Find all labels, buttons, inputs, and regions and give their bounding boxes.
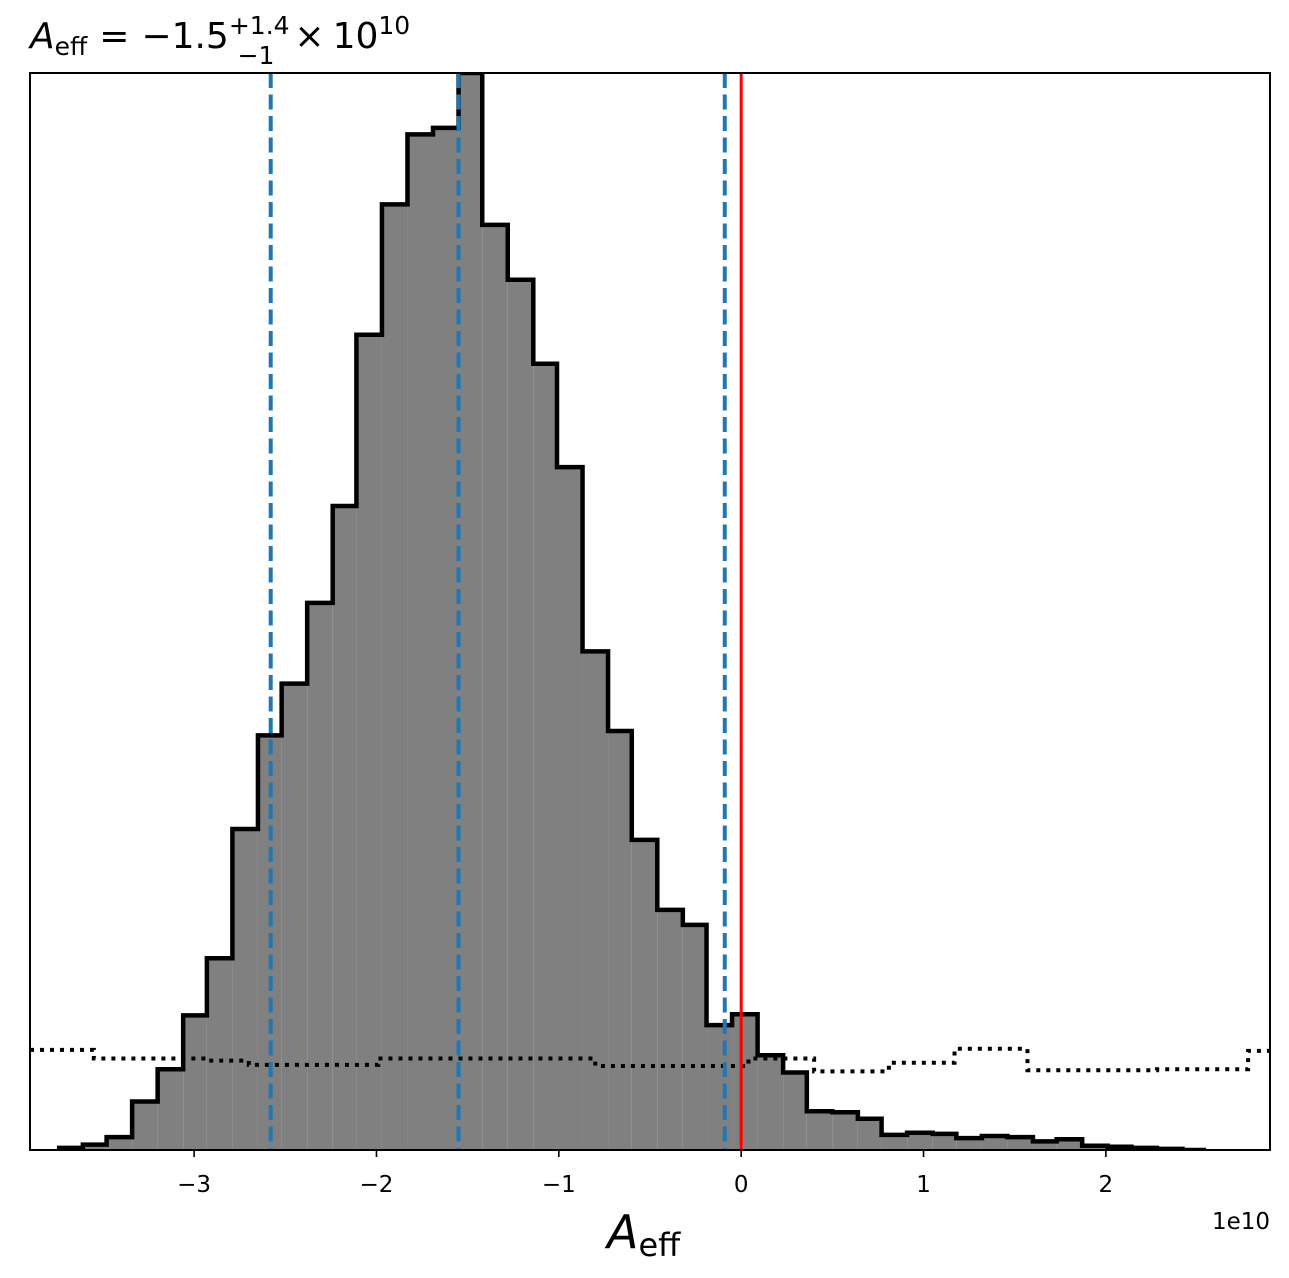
histogram-bar bbox=[1056, 1139, 1083, 1150]
histogram-bar bbox=[458, 73, 483, 1150]
histogram-bar bbox=[631, 839, 658, 1150]
histogram-bar bbox=[1007, 1137, 1033, 1150]
x-tick-label: −3 bbox=[177, 1172, 211, 1198]
title-equals: = bbox=[99, 16, 129, 57]
histogram-bar bbox=[832, 1112, 858, 1150]
histogram-bar bbox=[332, 505, 357, 1150]
histogram-bar bbox=[281, 683, 308, 1150]
histogram-bar bbox=[557, 467, 583, 1150]
histogram-bar bbox=[232, 829, 258, 1150]
histogram-bar bbox=[907, 1132, 933, 1150]
x-tick-label: −2 bbox=[360, 1172, 394, 1198]
histogram-bar bbox=[132, 1101, 158, 1150]
histogram-bar bbox=[783, 1072, 807, 1150]
histogram-bar bbox=[433, 127, 459, 1150]
histogram-bar bbox=[981, 1135, 1008, 1150]
title-symbol: A bbox=[28, 16, 55, 57]
histogram-bar bbox=[732, 1014, 758, 1150]
histogram-bar bbox=[881, 1134, 908, 1150]
histogram-bar bbox=[608, 731, 632, 1150]
histogram-bar bbox=[407, 134, 433, 1150]
plot-frame bbox=[29, 72, 1271, 1151]
histogram-bar bbox=[82, 1144, 107, 1150]
histogram-bar bbox=[482, 224, 508, 1150]
x-tick-label: 2 bbox=[1099, 1172, 1114, 1198]
x-tick-label: −1 bbox=[542, 1172, 576, 1198]
histogram-bar bbox=[157, 1069, 184, 1150]
xlabel-subscript: eff bbox=[638, 1226, 681, 1264]
histogram-bar bbox=[183, 1015, 207, 1150]
title-upper-error: +1.4 bbox=[229, 11, 290, 40]
x-offset-text: 1e10 bbox=[1212, 1209, 1270, 1235]
title-times: × bbox=[294, 16, 324, 57]
x-axis-label: Aeff bbox=[604, 1205, 681, 1264]
title-exponent: 10 bbox=[378, 11, 410, 40]
histogram-bar bbox=[307, 602, 333, 1150]
title-subscript: eff bbox=[55, 32, 88, 61]
histogram-bar bbox=[582, 651, 609, 1150]
histogram-bar bbox=[356, 334, 382, 1150]
histogram-bar bbox=[106, 1137, 133, 1150]
histogram-bar bbox=[657, 909, 683, 1150]
histogram-bar bbox=[381, 204, 408, 1150]
histogram-outline bbox=[56, 73, 1207, 1150]
x-tick-label: 0 bbox=[734, 1172, 749, 1198]
histogram-bar bbox=[806, 1111, 833, 1150]
histogram-bar bbox=[757, 1055, 784, 1150]
histogram-bar bbox=[932, 1133, 957, 1150]
xlabel-symbol: A bbox=[604, 1205, 638, 1259]
title-median: −1.5 bbox=[141, 16, 228, 57]
histogram-bar bbox=[956, 1138, 982, 1150]
histogram-bar bbox=[706, 1025, 733, 1150]
histogram-bar bbox=[682, 924, 707, 1150]
histogram-bar bbox=[206, 958, 233, 1150]
histogram-bar bbox=[507, 279, 534, 1150]
histogram-bar bbox=[533, 363, 557, 1150]
title-base: 10 bbox=[333, 16, 379, 57]
x-tick-label: 1 bbox=[916, 1172, 931, 1198]
title-lower-error: −1 bbox=[238, 41, 275, 70]
chart-title: Aeff = −1.5+1.4 −1 × 1010 bbox=[28, 11, 410, 70]
histogram-bar bbox=[857, 1118, 882, 1150]
histogram-bar bbox=[1032, 1141, 1057, 1150]
